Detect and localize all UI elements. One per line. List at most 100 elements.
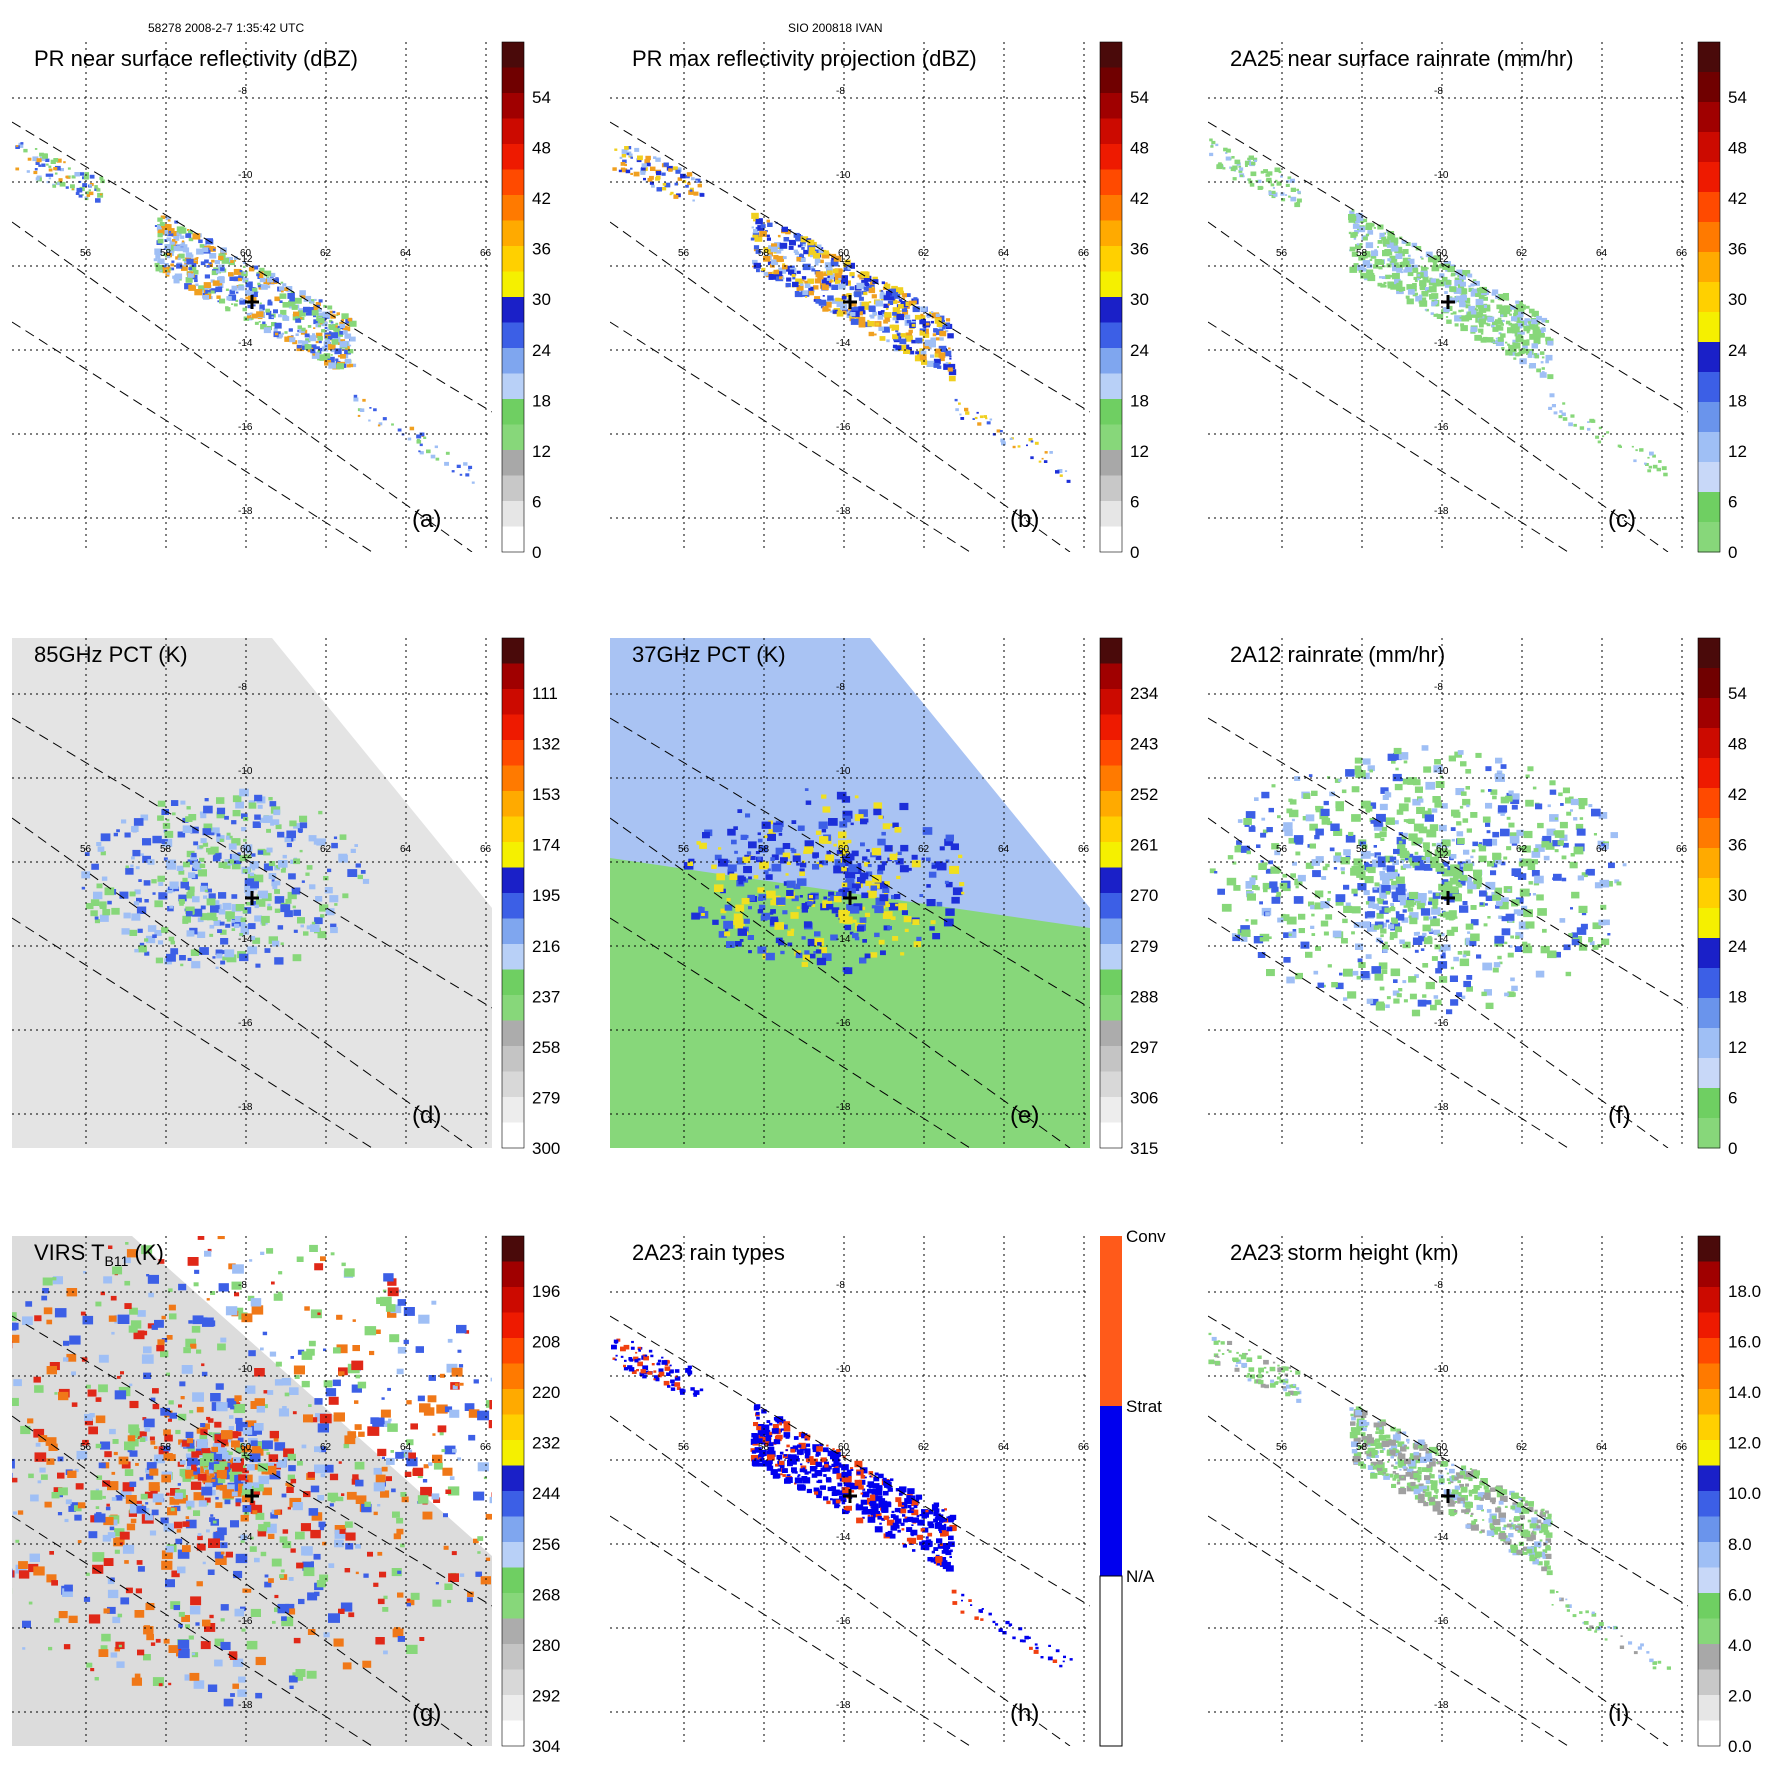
precip-cell	[267, 906, 273, 911]
precip-cell	[1460, 325, 1468, 332]
precip-cell	[95, 1488, 99, 1492]
precip-cell	[96, 842, 102, 847]
precip-cell	[1587, 421, 1590, 423]
precip-cell	[1367, 765, 1375, 772]
precip-cell	[330, 322, 334, 325]
latitude-label: -16	[836, 422, 851, 433]
precip-cell	[1255, 886, 1260, 891]
precip-cell	[338, 1371, 345, 1377]
precip-cell	[875, 897, 886, 906]
precip-cell	[65, 175, 69, 179]
precip-cell	[1507, 889, 1511, 892]
precip-cell	[126, 1523, 136, 1531]
precip-cell	[645, 155, 651, 161]
precip-cell	[254, 904, 259, 909]
colorbar-segment	[502, 893, 524, 919]
precip-cell	[1497, 317, 1502, 321]
precip-cell	[107, 1532, 116, 1539]
precip-cell	[248, 923, 256, 930]
precip-cell	[773, 269, 780, 275]
precip-cell	[64, 1518, 69, 1523]
precip-cell	[442, 1467, 453, 1476]
colorbar-border	[1697, 637, 1721, 1149]
precip-cell	[1371, 250, 1379, 257]
precip-cell	[200, 813, 207, 819]
precip-cell	[947, 367, 953, 372]
precip-cell	[894, 827, 902, 833]
precip-cell	[841, 275, 848, 281]
precip-cell	[1280, 175, 1283, 178]
precip-cell	[1587, 427, 1591, 431]
precip-cell	[117, 1613, 123, 1618]
precip-cell	[300, 294, 306, 299]
precip-cell	[118, 1644, 122, 1648]
precip-cell	[290, 1478, 297, 1484]
precip-cell	[1445, 912, 1456, 920]
precip-cell	[185, 1519, 197, 1529]
precip-cell	[811, 904, 816, 907]
precip-cell	[1263, 888, 1268, 893]
precip-cell	[185, 1431, 194, 1439]
precip-cell	[1460, 323, 1465, 327]
precip-cell	[1423, 937, 1433, 945]
precip-cell	[362, 878, 370, 884]
precip-cell	[1260, 832, 1267, 838]
precip-cell	[1492, 831, 1500, 838]
precip-cell	[839, 862, 845, 867]
precip-cell	[2, 1617, 12, 1625]
precip-cell	[805, 296, 808, 298]
precip-cell	[770, 857, 775, 861]
precip-cell	[1403, 863, 1409, 869]
precip-cell	[1478, 318, 1487, 325]
precip-cell	[199, 857, 205, 862]
precip-cell	[1420, 256, 1423, 259]
precip-cell	[777, 234, 781, 237]
precip-cell	[930, 354, 935, 358]
precip-cell	[1257, 179, 1262, 183]
precip-cell	[871, 286, 875, 289]
precip-cell	[305, 310, 313, 316]
precip-cell	[1440, 892, 1444, 895]
precip-cell	[818, 249, 824, 254]
precip-cell	[758, 845, 768, 853]
precip-cell	[1017, 445, 1021, 448]
precip-cell	[294, 1374, 300, 1379]
precip-cell	[257, 284, 262, 288]
precip-cell	[1452, 311, 1457, 315]
precip-cell	[872, 276, 878, 281]
colorbar-segment	[1100, 1046, 1122, 1072]
precip-cell	[391, 1568, 402, 1577]
precip-cell	[1369, 258, 1373, 261]
colorbar-tick-label: 42	[1130, 189, 1149, 208]
precip-cell	[251, 1464, 259, 1470]
longitude-label: 66	[480, 844, 492, 855]
precip-cell	[214, 1659, 223, 1667]
precip-cell	[1523, 348, 1530, 354]
precip-cell	[1432, 280, 1440, 287]
precip-cell	[802, 263, 811, 271]
precip-cell	[1536, 894, 1544, 901]
colorbar-segment	[502, 1122, 524, 1149]
precip-cell	[95, 1506, 100, 1509]
precip-cell	[1343, 905, 1353, 913]
precip-cell	[1463, 849, 1470, 855]
precip-cell	[1425, 1000, 1432, 1005]
precip-cell	[785, 230, 791, 235]
precip-cell	[186, 806, 191, 810]
swath-edge-line	[610, 121, 1090, 413]
precip-cell	[1527, 321, 1531, 324]
precip-cell	[149, 1530, 157, 1536]
precip-cell	[489, 1496, 492, 1504]
precip-cell	[1284, 194, 1288, 196]
precip-cell	[935, 337, 940, 341]
precip-cell	[202, 1561, 206, 1565]
precip-cell	[1370, 820, 1376, 824]
precip-cell	[1554, 951, 1561, 958]
precip-cell	[1355, 870, 1364, 876]
precip-cell	[888, 297, 892, 300]
precip-cell	[1432, 904, 1438, 909]
precip-cell	[1465, 314, 1472, 321]
precip-cell	[258, 890, 268, 899]
precip-cell	[56, 158, 62, 163]
